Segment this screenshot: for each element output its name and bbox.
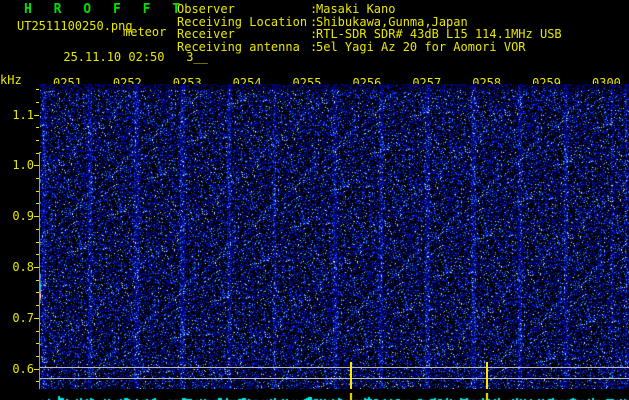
yaxis-minor-tick xyxy=(36,139,39,141)
capture-datetime: 25.11.10 02:50 xyxy=(63,50,165,64)
file-datetime-label: 25.11.10 02:50 3__ xyxy=(20,36,208,78)
metadata-separator: : xyxy=(310,2,318,16)
event-marker xyxy=(350,362,352,389)
yaxis-tick-label: 0.6 xyxy=(12,361,34,376)
echo-count: 3__ xyxy=(186,50,208,64)
file-name-label: UT2511100250.png xyxy=(17,19,133,33)
yaxis-minor-tick xyxy=(36,203,39,205)
spectrogram-canvas xyxy=(40,84,629,389)
metadata-row: Receiving Location: Shibukawa,Gunma,Japan xyxy=(177,14,562,29)
metadata-separator: : xyxy=(310,14,318,29)
amplitude-canvas xyxy=(40,393,629,400)
yaxis-tick xyxy=(34,216,39,218)
yaxis-minor-tick xyxy=(36,343,39,345)
yaxis-tick-label: 1.1 xyxy=(12,107,34,122)
yaxis-minor-tick xyxy=(36,254,39,256)
yaxis-minor-tick xyxy=(36,279,39,281)
yaxis-minor-tick xyxy=(36,381,39,383)
yaxis-tick-label: 0.9 xyxy=(12,209,34,224)
metadata-separator: : xyxy=(310,39,318,54)
yaxis-minor-tick xyxy=(36,190,39,192)
plot-left-border xyxy=(39,152,40,389)
metadata-value: Masaki Kano xyxy=(316,2,396,16)
file-kind-label: meteor xyxy=(123,25,167,39)
spectrogram-plot[interactable] xyxy=(40,84,629,389)
yaxis-minor-tick xyxy=(36,305,39,307)
yaxis-minor-tick xyxy=(36,241,39,243)
event-marker xyxy=(486,362,488,389)
yaxis-tick-label: 0.8 xyxy=(12,260,34,274)
yaxis-tick xyxy=(34,317,39,319)
metadata-key: Receiver xyxy=(177,27,235,42)
metadata-value: Shibukawa,Gunma,Japan xyxy=(316,14,468,29)
yaxis-tick-label: 0.7 xyxy=(12,310,34,325)
yaxis-tick xyxy=(34,267,39,268)
yaxis-minor-tick xyxy=(36,178,39,180)
yaxis-unit-label: kHz xyxy=(0,73,22,87)
yaxis-tick xyxy=(34,114,39,116)
app-title: H R O F F T xyxy=(24,2,188,17)
metadata-key: Receiving Location xyxy=(177,14,308,29)
amplitude-strip xyxy=(40,389,629,400)
metadata-row: Receiver: RTL-SDR SDR# 43dB L15 114.1MHz … xyxy=(177,28,562,41)
yaxis-minor-tick xyxy=(36,101,39,103)
metadata-row: Observer: Masaki Kano xyxy=(177,3,562,16)
metadata-key: Receiving antenna xyxy=(177,39,300,54)
yaxis-minor-tick xyxy=(36,330,39,332)
yaxis-tick xyxy=(34,165,39,167)
yaxis-tick-label: 1.0 xyxy=(12,158,34,173)
yaxis-minor-tick xyxy=(36,228,39,230)
yaxis-minor-tick xyxy=(36,127,39,129)
metadata-value: RTL-SDR SDR# 43dB L15 114.1MHz USB xyxy=(316,27,562,42)
metadata-table: Observer: Masaki Kano Receiving Location: S… xyxy=(177,3,562,53)
yaxis-minor-tick xyxy=(36,355,39,357)
metadata-value: 5el Yagi Az 20 for Aomori VOR xyxy=(316,39,526,54)
gridline-horizontal xyxy=(40,367,629,368)
yaxis-minor-tick xyxy=(36,89,39,91)
yaxis-tick xyxy=(34,368,39,370)
metadata-row: Receiving antenna:5el Yagi Az 20 for Aom… xyxy=(177,41,562,54)
gridline-horizontal xyxy=(40,378,629,379)
yaxis-minor-tick xyxy=(36,292,39,294)
yaxis-minor-tick xyxy=(36,152,39,154)
metadata-key: Observer xyxy=(177,2,235,16)
metadata-separator: : xyxy=(310,27,318,42)
header-panel: H R O F F T UT2511100250.png meteor 25.1… xyxy=(0,0,629,70)
